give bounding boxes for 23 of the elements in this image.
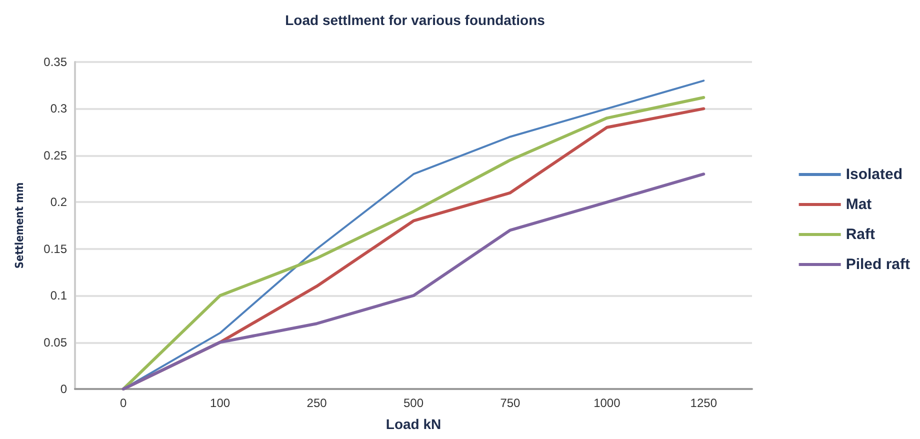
- y-tick-label: 0.2: [50, 195, 68, 210]
- y-tick-label: 0.25: [44, 148, 68, 162]
- legend-label: Piled raft: [846, 256, 910, 273]
- chart-title: Load settlment for various foundations: [285, 12, 546, 28]
- y-tick-label: 0.05: [44, 335, 68, 350]
- y-axis-title: Settlement mm: [13, 182, 26, 269]
- y-tick-label: 0.3: [50, 102, 68, 116]
- line-series: [122, 172, 706, 390]
- x-tick-label: 0: [120, 396, 128, 410]
- y-tick-label: 0: [60, 382, 68, 396]
- legend-label: Raft: [846, 226, 875, 243]
- y-tick-label: 0.1: [50, 288, 68, 303]
- legend-label: Isolated: [846, 166, 903, 183]
- x-tick-label: 1000: [594, 396, 621, 410]
- x-tick-label: 750: [500, 396, 521, 410]
- x-tick-label: 100: [210, 396, 230, 410]
- x-axis-title: Load kN: [386, 416, 442, 432]
- x-tick-label: 500: [403, 396, 424, 410]
- legend-label: Mat: [846, 196, 872, 213]
- y-tick-label: 0.15: [44, 242, 68, 256]
- y-tick-label: 0.35: [44, 55, 68, 69]
- x-tick-label: 1250: [690, 396, 718, 410]
- x-tick-label: 250: [306, 396, 328, 410]
